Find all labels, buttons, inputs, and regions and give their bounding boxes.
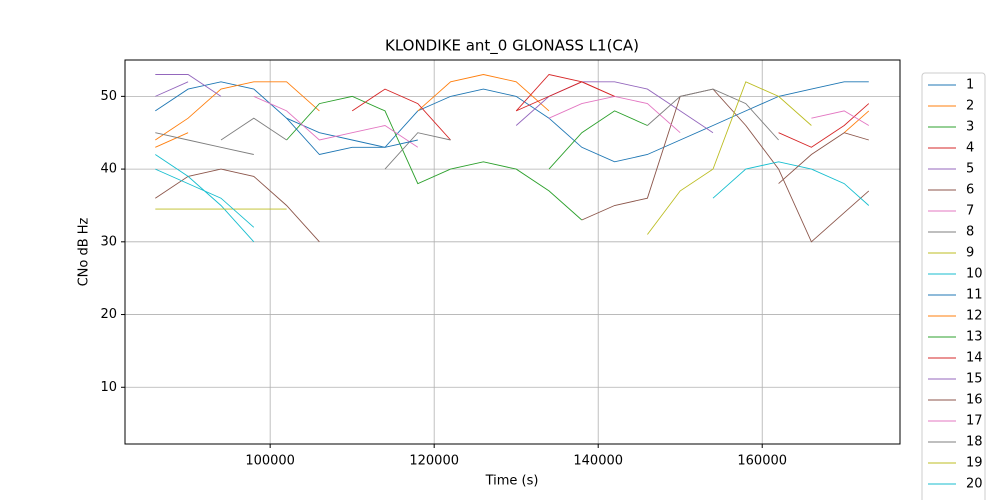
x-tick-label: 160000 xyxy=(737,454,787,469)
legend-label: 12 xyxy=(966,309,983,324)
series-line xyxy=(286,117,418,155)
series-line xyxy=(155,168,255,228)
series-line xyxy=(155,88,870,243)
y-tick-label: 40 xyxy=(100,162,117,177)
legend-label: 13 xyxy=(966,330,983,345)
legend-label: 2 xyxy=(966,99,974,114)
series-line xyxy=(155,132,254,155)
series-line xyxy=(155,132,189,148)
legend-label: 8 xyxy=(966,225,974,240)
legend-label: 15 xyxy=(966,372,983,387)
series-line xyxy=(351,74,870,148)
y-tick-label: 20 xyxy=(100,307,117,322)
x-tick-label: 120000 xyxy=(409,454,459,469)
legend-label: 3 xyxy=(966,120,974,135)
y-tick-label: 50 xyxy=(100,89,117,104)
x-axis-label: Time (s) xyxy=(485,474,539,489)
series-line xyxy=(155,154,870,243)
legend-label: 17 xyxy=(966,414,983,429)
legend-label: 19 xyxy=(966,456,983,471)
legend-label: 5 xyxy=(966,162,974,177)
series-line xyxy=(155,81,189,97)
y-tick-label: 10 xyxy=(100,380,117,395)
legend-label: 16 xyxy=(966,393,983,408)
x-tick-label: 100000 xyxy=(245,454,295,469)
series-line xyxy=(220,88,779,170)
series-line xyxy=(253,95,681,148)
series-line xyxy=(778,132,869,184)
series-line xyxy=(516,81,615,112)
series-line xyxy=(155,74,870,141)
legend-label: 10 xyxy=(966,267,983,282)
plot-frame xyxy=(124,59,901,445)
legend-label: 9 xyxy=(966,246,974,261)
series-line xyxy=(548,110,648,170)
series-line xyxy=(811,110,870,126)
legend-label: 11 xyxy=(966,288,983,303)
y-axis-label: CNo dB Hz xyxy=(77,217,92,286)
series-line xyxy=(155,81,869,163)
legend-label: 18 xyxy=(966,435,983,450)
y-tick-label: 30 xyxy=(100,234,117,249)
series-line xyxy=(647,81,812,235)
legend-label: 20 xyxy=(966,477,983,492)
legend-label: 7 xyxy=(966,204,974,219)
legend-label: 1 xyxy=(966,78,974,93)
legend-label: 6 xyxy=(966,183,974,198)
legend-label: 14 xyxy=(966,351,983,366)
chart-title: KLONDIKE ant_0 GLONASS L1(CA) xyxy=(385,37,639,56)
series-line xyxy=(286,95,583,221)
legend-box xyxy=(921,72,986,500)
x-tick-label: 140000 xyxy=(573,454,623,469)
legend-label: 4 xyxy=(966,141,974,156)
